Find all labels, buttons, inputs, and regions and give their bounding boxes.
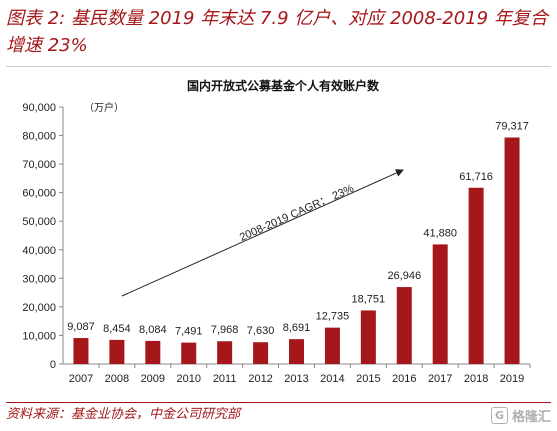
bar — [289, 339, 304, 364]
data-label: 8,084 — [139, 324, 167, 336]
y-tick-label: 40,000 — [22, 245, 56, 257]
data-label: 12,735 — [316, 311, 350, 323]
bar-chart: 国内开放式公募基金个人有效账户数 （万户） 0 10,000 20,000 30,00… — [22, 78, 531, 385]
x-tick-label: 2018 — [464, 373, 488, 385]
bar — [73, 338, 89, 364]
data-label: 61,716 — [459, 171, 493, 183]
x-tick-label: 2008 — [105, 373, 129, 385]
bar — [360, 310, 376, 364]
x-tick-label: 2010 — [176, 373, 200, 385]
y-tick-label: 50,000 — [22, 216, 56, 228]
trend-annotation: 2008-2019 CAGR： 23% — [121, 169, 404, 297]
x-tick-label: 2009 — [141, 373, 165, 385]
data-label: 9,087 — [67, 321, 95, 333]
bars — [73, 137, 520, 364]
x-axis: 2007 2008 2009 2010 2011 2012 2013 2014 2015 2016… — [63, 363, 531, 385]
data-label: 79,317 — [495, 121, 529, 133]
x-tick-label: 2017 — [428, 373, 452, 385]
bar — [145, 340, 161, 364]
x-tick-label: 2012 — [248, 373, 272, 385]
bar — [504, 137, 520, 364]
watermark-text: 格隆汇 — [511, 409, 551, 425]
watermark: G 格隆汇 — [490, 406, 551, 425]
x-tick-label: 2015 — [356, 373, 380, 385]
data-label: 7,491 — [175, 326, 203, 338]
chart-title: 国内开放式公募基金个人有效账户数 — [187, 78, 380, 93]
y-tick-label: 60,000 — [22, 188, 56, 200]
x-tick-label: 2011 — [213, 373, 237, 385]
y-axis: 0 10,000 20,000 30,000 40,000 50,000 60,000 70,… — [22, 102, 64, 371]
y-tick-label: 70,000 — [22, 159, 56, 171]
data-label: 8,454 — [103, 323, 131, 335]
bar — [217, 341, 233, 364]
bar — [432, 244, 448, 364]
bar — [109, 339, 125, 364]
bar — [181, 342, 197, 364]
x-tick-label: 2014 — [320, 373, 344, 385]
bar — [253, 342, 269, 364]
data-label: 41,880 — [423, 227, 457, 239]
data-label: 7,630 — [247, 325, 275, 337]
x-tick-label: 2016 — [392, 373, 416, 385]
y-tick-label: 0 — [50, 359, 56, 371]
brand-logo-icon: G — [490, 406, 508, 424]
data-label: 8,691 — [283, 322, 311, 334]
x-tick-label: 2019 — [500, 373, 524, 385]
y-tick-label: 30,000 — [22, 273, 56, 285]
trend-arrow — [121, 169, 404, 297]
data-label: 18,751 — [352, 293, 386, 305]
data-label: 26,946 — [387, 270, 421, 282]
unit-label: （万户） — [84, 101, 124, 114]
y-tick-label: 10,000 — [22, 330, 56, 342]
x-tick-label: 2013 — [284, 373, 308, 385]
y-tick-label: 90,000 — [22, 102, 56, 114]
y-tick-label: 80,000 — [22, 131, 56, 143]
source-divider — [6, 402, 551, 403]
y-tick-label: 20,000 — [22, 302, 56, 314]
title-divider — [6, 66, 551, 67]
data-label: 7,968 — [211, 324, 239, 336]
bar — [396, 287, 412, 364]
bar — [468, 187, 484, 364]
bar — [324, 327, 340, 364]
cagr-annotation: 2008-2019 CAGR： 23% — [238, 183, 356, 244]
data-labels: 9,087 8,454 8,084 7,491 7,968 7,630 8,691 12,73… — [67, 121, 529, 338]
x-tick-label: 2007 — [69, 373, 93, 385]
figure-title: 图表 2: 基民数量 2019 年末达 7.9 亿户、对应 2008-2019 … — [6, 8, 548, 56]
source-note: 资料来源：基金业协会，中金公司研究部 — [6, 407, 241, 422]
